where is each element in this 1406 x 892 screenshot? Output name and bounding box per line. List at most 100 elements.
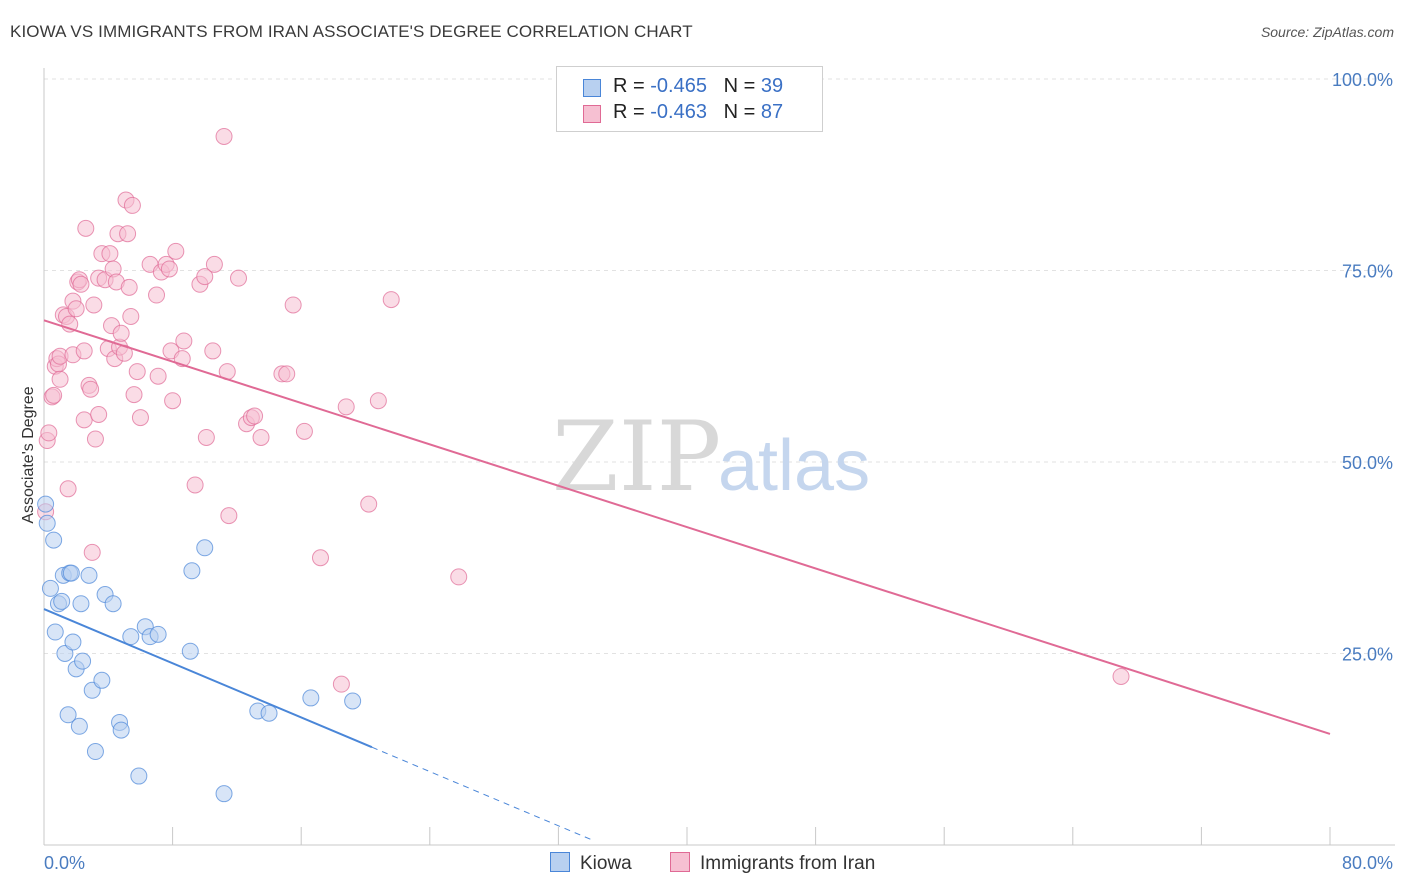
watermark-atlas: atlas <box>718 426 870 506</box>
kiowa-n-label: N = <box>723 75 761 97</box>
x-tick-label: 80.0% <box>1342 853 1393 873</box>
iran-point <box>230 269 248 287</box>
iran-point <box>67 300 85 318</box>
iran-n-value: 87 <box>760 101 784 123</box>
iran-point <box>85 296 103 314</box>
iran-point <box>148 286 166 304</box>
kiowa-point <box>181 642 199 660</box>
kiowa-point <box>260 704 278 722</box>
iran-point <box>369 392 387 410</box>
kiowa-legend-swatch <box>550 852 570 872</box>
kiowa-point <box>64 633 82 651</box>
kiowa-point <box>59 706 77 724</box>
kiowa-point <box>196 539 214 557</box>
iran-point <box>86 430 104 448</box>
series-legend-kiowa: Kiowa <box>550 852 632 875</box>
iran-point <box>119 225 137 243</box>
iran-point <box>215 127 233 145</box>
iran-point <box>82 380 100 398</box>
iran-legend-swatch <box>670 852 690 872</box>
kiowa-n-value: 39 <box>760 75 784 97</box>
iran-point <box>101 245 119 263</box>
iran-point <box>278 365 296 383</box>
iran-point <box>75 342 93 360</box>
iran-points <box>37 127 1130 693</box>
iran-r-value: -0.463 <box>650 101 707 123</box>
tick-labels: 25.0% 50.0% 75.0% 100.0% 0.0% 80.0% <box>44 70 1393 873</box>
kiowa-point <box>70 717 88 735</box>
iran-n-label: N = <box>723 101 761 123</box>
kiowa-point <box>183 562 201 580</box>
y-tick-label: 50.0% <box>1342 453 1393 473</box>
series-legend-iran: Immigrants from Iran <box>670 852 875 875</box>
iran-point <box>1112 667 1130 685</box>
iran-point <box>382 291 400 309</box>
iran-point <box>59 480 77 498</box>
kiowa-point <box>302 689 320 707</box>
kiowa-point <box>104 595 122 613</box>
kiowa-points <box>37 495 362 803</box>
kiowa-point <box>72 595 90 613</box>
kiowa-point <box>344 692 362 710</box>
iran-r-label: R = <box>613 101 651 123</box>
kiowa-point <box>86 743 104 761</box>
y-tick-label: 25.0% <box>1342 645 1393 665</box>
kiowa-point <box>93 671 111 689</box>
kiowa-point <box>130 767 148 785</box>
iran-point <box>122 307 140 325</box>
kiowa-swatch <box>583 79 601 97</box>
kiowa-point <box>80 566 98 584</box>
iran-point <box>112 324 130 342</box>
iran-point <box>40 424 58 442</box>
kiowa-r-value: -0.465 <box>650 75 707 97</box>
iran-point <box>160 260 178 278</box>
kiowa-point <box>53 592 71 610</box>
kiowa-point <box>215 785 233 803</box>
iran-point <box>204 342 222 360</box>
kiowa-point <box>62 564 80 582</box>
iran-point <box>72 275 90 293</box>
kiowa-trend-line <box>43 608 373 749</box>
iran-point <box>51 370 69 388</box>
kiowa-point <box>74 652 92 670</box>
kiowa-point <box>149 625 167 643</box>
iran-point <box>337 398 355 416</box>
kiowa-point <box>38 514 56 532</box>
iran-point <box>164 392 182 410</box>
y-tick-label: 100.0% <box>1332 70 1393 90</box>
iran-trend-line <box>43 319 1331 735</box>
x-tick-label: 0.0% <box>44 853 85 873</box>
iran-point <box>120 278 138 296</box>
kiowa-legend-label: Kiowa <box>580 853 632 874</box>
iran-point <box>128 363 146 381</box>
watermark-zip: ZIP <box>552 401 721 513</box>
iran-point <box>450 568 468 586</box>
iran-point <box>360 495 378 513</box>
iran-point <box>77 219 95 237</box>
iran-point <box>131 409 149 427</box>
iran-point <box>45 386 63 404</box>
correlation-legend: R = -0.465 N = 39 R = -0.463 N = 87 <box>556 66 823 132</box>
kiowa-point <box>37 495 55 513</box>
kiowa-point <box>45 531 63 549</box>
iran-point <box>167 242 185 260</box>
source-label: Source: ZipAtlas.com <box>1260 24 1394 40</box>
kiowa-point <box>41 579 59 597</box>
iran-point <box>246 407 264 425</box>
iran-point <box>252 428 270 446</box>
iran-point <box>125 386 143 404</box>
iran-point <box>220 507 238 525</box>
iran-point <box>311 549 329 567</box>
iran-point <box>83 543 101 561</box>
iran-legend-label: Immigrants from Iran <box>700 853 876 874</box>
kiowa-trend-extension <box>371 746 591 840</box>
kiowa-point <box>46 623 64 641</box>
iran-point <box>123 196 141 214</box>
y-tick-label: 75.0% <box>1342 262 1393 282</box>
iran-point <box>332 675 350 693</box>
trend-lines <box>43 319 1331 840</box>
y-axis-label: Associate's Degree <box>20 386 37 523</box>
iran-point <box>196 268 214 286</box>
gridlines <box>44 78 1395 654</box>
